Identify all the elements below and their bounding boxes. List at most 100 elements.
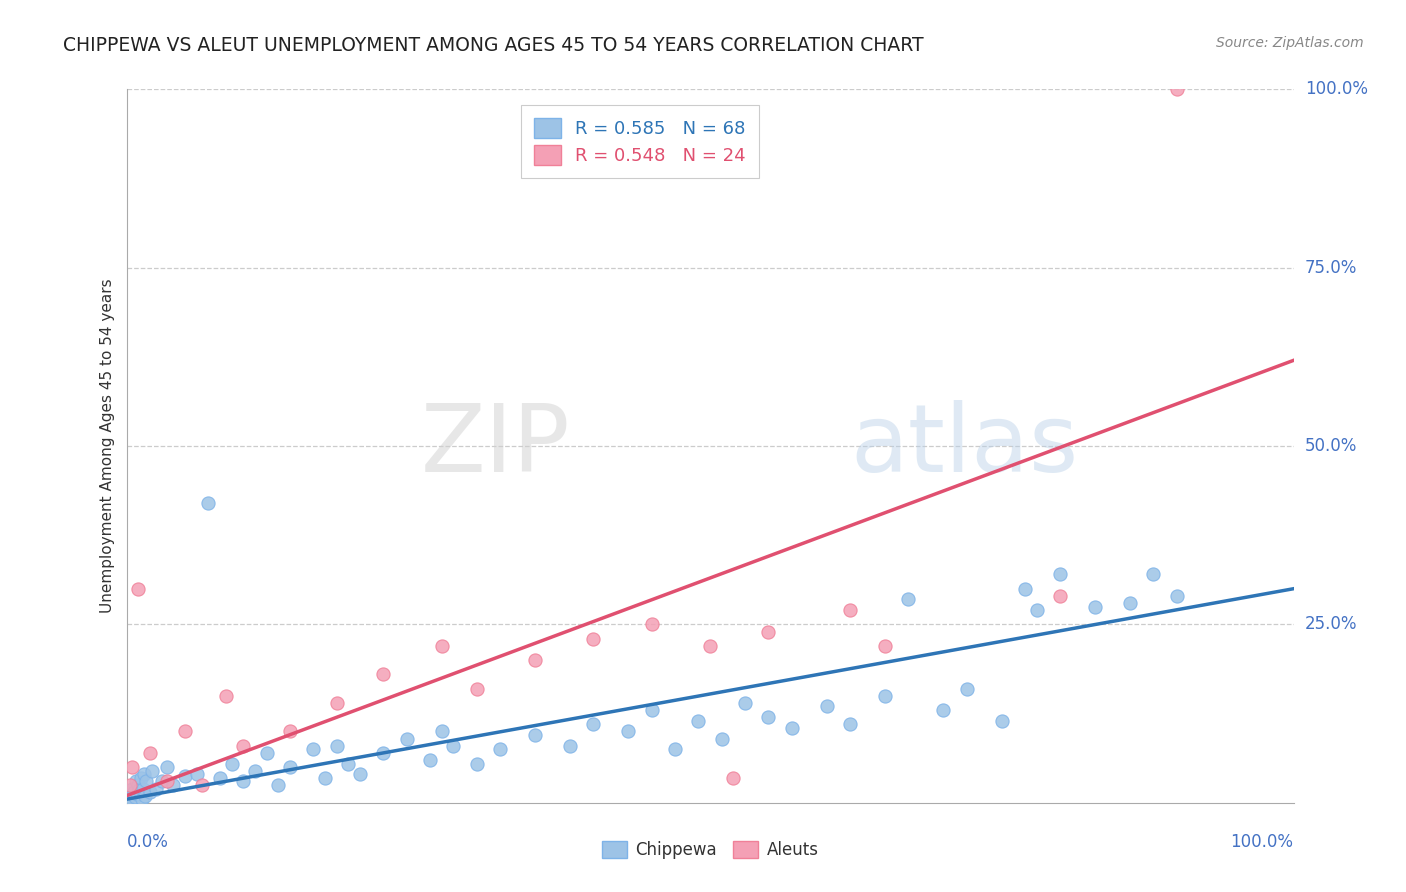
Point [325,739,347,753]
Point [197,496,219,510]
Point [131,792,153,806]
Point [1084,599,1107,614]
Point [121,760,143,774]
Text: ZIP: ZIP [420,400,569,492]
Point [278,724,301,739]
Point [756,710,779,724]
Point [221,756,243,771]
Point [441,739,464,753]
Point [1014,582,1036,596]
Text: 100.0%: 100.0% [1230,833,1294,851]
Point [132,767,155,781]
Point [1025,603,1047,617]
Point [875,689,897,703]
Point [118,789,141,803]
Point [699,639,721,653]
Point [243,764,266,778]
Text: 100.0%: 100.0% [1305,80,1368,98]
Point [156,774,179,789]
Point [710,731,733,746]
Point [134,789,156,803]
Point [337,756,360,771]
Point [121,781,143,796]
Point [839,717,862,731]
Point [129,771,152,785]
Point [1119,596,1142,610]
Point [118,778,141,792]
Point [617,724,640,739]
Point [162,778,184,792]
Point [1166,589,1188,603]
Point [956,681,979,696]
Point [932,703,955,717]
Point [465,681,488,696]
Point [1166,82,1188,96]
Point [373,746,395,760]
Point [640,617,664,632]
Point [174,769,197,783]
Point [734,696,756,710]
Point [723,771,745,785]
Point [186,767,208,781]
Point [524,728,547,742]
Text: 25.0%: 25.0% [1305,615,1357,633]
Point [465,756,488,771]
Point [125,787,148,801]
Point [839,603,862,617]
Point [256,746,278,760]
Point [122,785,145,799]
Text: Source: ZipAtlas.com: Source: ZipAtlas.com [1216,36,1364,50]
Point [141,764,163,778]
Legend: Chippewa, Aleuts: Chippewa, Aleuts [595,834,825,866]
Point [127,778,149,792]
Point [132,781,155,796]
Text: 0.0%: 0.0% [127,833,169,851]
Point [1049,589,1071,603]
Point [1142,567,1164,582]
Point [191,778,214,792]
Point [135,774,157,789]
Point [430,724,453,739]
Point [640,703,664,717]
Point [232,739,254,753]
Point [373,667,395,681]
Point [174,724,197,739]
Point [156,760,179,774]
Point [128,783,150,797]
Point [120,792,142,806]
Point [780,721,803,735]
Point [688,714,710,728]
Y-axis label: Unemployment Among Ages 45 to 54 years: Unemployment Among Ages 45 to 54 years [100,278,115,614]
Point [125,774,148,789]
Point [875,639,897,653]
Point [208,771,231,785]
Text: atlas: atlas [851,400,1078,492]
Point [232,774,254,789]
Text: 50.0%: 50.0% [1305,437,1357,455]
Point [302,742,325,756]
Point [215,689,238,703]
Point [990,714,1012,728]
Point [815,699,838,714]
Point [139,785,162,799]
Point [558,739,581,753]
Text: 75.0%: 75.0% [1305,259,1357,277]
Point [582,632,605,646]
Point [267,778,290,792]
Point [139,746,162,760]
Point [489,742,512,756]
Point [395,731,418,746]
Point [124,790,146,805]
Point [582,717,605,731]
Point [127,582,149,596]
Point [430,639,453,653]
Point [278,760,301,774]
Point [1049,567,1071,582]
Point [524,653,547,667]
Point [664,742,686,756]
Point [150,774,173,789]
Point [897,592,920,607]
Point [419,753,441,767]
Point [145,781,167,796]
Point [314,771,336,785]
